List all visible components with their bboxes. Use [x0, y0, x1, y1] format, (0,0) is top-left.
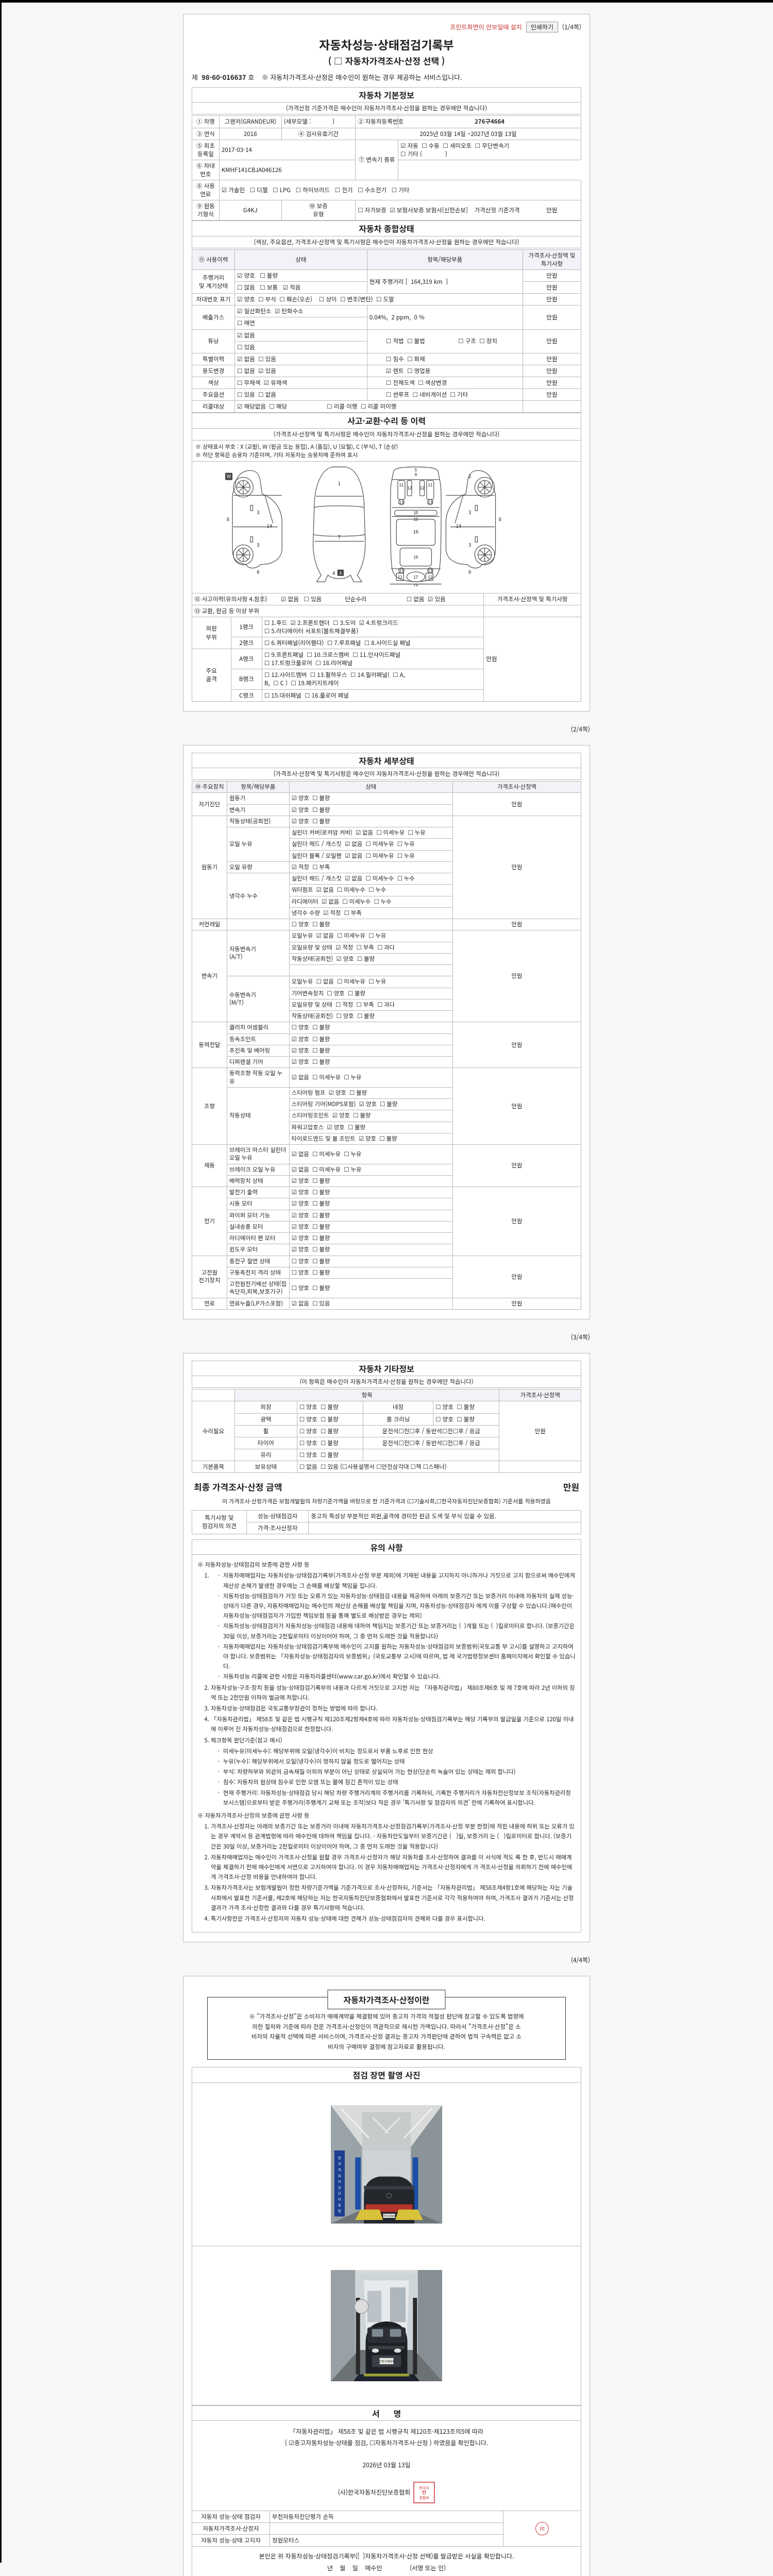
svg-text:17: 17 [413, 574, 418, 580]
svg-text:276구4664: 276구4664 [379, 2359, 394, 2363]
svg-text:19: 19 [413, 554, 418, 560]
svg-text:인: 인 [422, 2489, 426, 2496]
svg-text:증: 증 [338, 2202, 341, 2207]
svg-text:6: 6 [468, 568, 471, 575]
svg-text:3: 3 [468, 509, 471, 516]
svg-text:15: 15 [413, 517, 418, 522]
svg-text:동: 동 [338, 2173, 341, 2178]
svg-text:X: X [339, 569, 342, 576]
svg-text:4: 4 [332, 569, 335, 577]
svg-text:13: 13 [428, 568, 432, 574]
svg-text:16: 16 [413, 528, 418, 535]
svg-text:증협회: 증협회 [419, 2496, 429, 2501]
svg-text:11: 11 [399, 482, 404, 488]
svg-text:6: 6 [257, 568, 259, 575]
svg-text:국: 국 [338, 2161, 341, 2166]
svg-text:8: 8 [499, 515, 501, 522]
svg-text:14: 14 [456, 522, 462, 529]
svg-text:11: 11 [428, 482, 432, 488]
svg-text:3: 3 [257, 541, 259, 548]
svg-text:13: 13 [399, 500, 404, 505]
svg-text:276구4664: 276구4664 [382, 2214, 396, 2218]
svg-text:10: 10 [413, 510, 418, 516]
svg-text:2: 2 [468, 472, 471, 480]
svg-text:1: 1 [338, 479, 341, 486]
svg-text:3: 3 [468, 541, 471, 548]
svg-text:진: 진 [338, 2185, 341, 2190]
svg-text:W: W [227, 472, 231, 480]
svg-text:7: 7 [338, 533, 341, 540]
svg-text:18: 18 [413, 583, 418, 586]
svg-text:보: 보 [338, 2197, 341, 2201]
svg-text:차: 차 [338, 2179, 341, 2184]
svg-text:협: 협 [338, 2209, 341, 2213]
svg-text:13: 13 [399, 568, 404, 574]
svg-text:12: 12 [407, 485, 412, 491]
svg-text:12: 12 [420, 485, 425, 491]
svg-text:13: 13 [428, 500, 432, 505]
svg-text:자: 자 [338, 2167, 341, 2172]
svg-text:한: 한 [338, 2156, 341, 2160]
svg-text:3: 3 [257, 509, 259, 516]
svg-text:12: 12 [428, 574, 432, 580]
svg-text:8: 8 [227, 515, 229, 522]
svg-text:12: 12 [398, 574, 402, 580]
svg-text:9: 9 [415, 472, 417, 478]
svg-text:14: 14 [266, 522, 272, 529]
svg-text:단: 단 [338, 2191, 341, 2196]
